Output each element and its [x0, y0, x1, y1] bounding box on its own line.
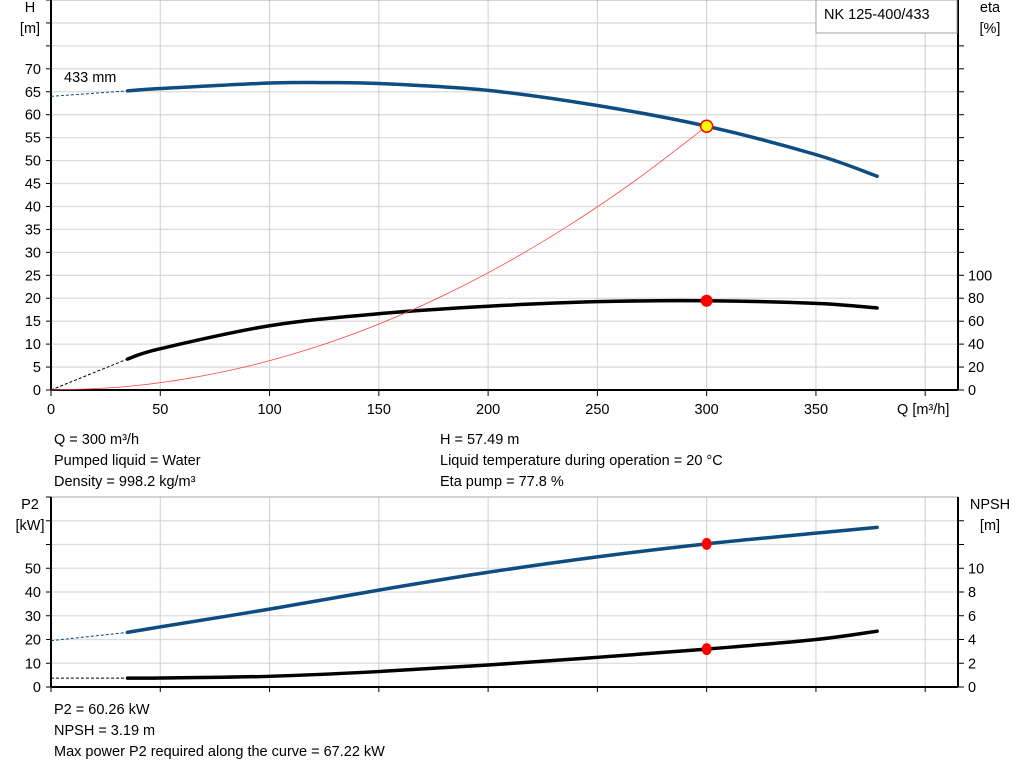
pumped-liquid: Pumped liquid = Water: [54, 453, 201, 469]
curve-eta-extrapolated: [50, 358, 128, 391]
curve-p2: [125, 525, 879, 635]
y2-tick-label: 4: [968, 633, 976, 649]
y2-tick-label: 0: [968, 383, 976, 399]
x-tick-label: 200: [476, 402, 500, 418]
head-value: H = 57.49 m: [440, 432, 520, 448]
y2-tick-label: 40: [968, 337, 984, 353]
performance-chart: 0 5 10 15 20 25 30 35 40 45 50 55 60 65 70 0 20 40 60 80 100…: [20, 0, 1001, 418]
y-tick-label: 5: [33, 360, 41, 376]
duty-point-marker: [699, 119, 714, 133]
y-tick-label: 20: [25, 633, 41, 649]
curve-system: [50, 125, 708, 391]
info-bottom: P2 = 60.26 kW NPSH = 3.19 m Max power P2…: [54, 700, 385, 763]
density-value: Density = 998.2 kg/m³: [54, 474, 196, 490]
y-tick-label: 30: [25, 245, 41, 261]
y-tick-label: 35: [25, 222, 41, 238]
curve-h: [125, 80, 879, 178]
y-axis-label: P2: [21, 497, 39, 513]
y-tick-label: 50: [25, 154, 41, 170]
y-tick-label: 15: [25, 314, 41, 330]
y2-axis-label: eta: [980, 0, 1001, 16]
impeller-diameter-label: 433 mm: [64, 70, 116, 86]
y-tick-label: 20: [25, 291, 41, 307]
info-left: Q = 300 m³/h Pumped liquid = Water Densi…: [54, 430, 201, 493]
pump-model-title: NK 125-400/433: [824, 7, 930, 23]
y2-tick-label: 10: [968, 561, 984, 577]
npsh-duty-point-marker: [701, 643, 712, 656]
y-axis-label: H: [25, 0, 35, 16]
y-tick-label: 60: [25, 108, 41, 124]
y2-tick-label: 80: [968, 291, 984, 307]
y-axis-unit: [kW]: [16, 518, 45, 534]
y2-tick-label: 60: [968, 314, 984, 330]
y2-tick-label: 8: [968, 585, 976, 601]
y-tick-label: 40: [25, 585, 41, 601]
y-tick-label: 55: [25, 131, 41, 147]
y-tick-label: 30: [25, 609, 41, 625]
max-p2-value: Max power P2 required along the curve = …: [54, 744, 385, 760]
y-tick-label: 0: [33, 383, 41, 399]
y-tick-label: 40: [25, 199, 41, 215]
y2-tick-label: 20: [968, 360, 984, 376]
pump-model-box: [815, 0, 958, 34]
y2-tick-label: 6: [968, 609, 976, 625]
curve-p2-extrapolated: [50, 631, 128, 642]
x-tick-label: 150: [367, 402, 391, 418]
y-tick-label: 65: [25, 85, 41, 101]
y2-tick-label: 0: [968, 680, 976, 696]
eta-duty-point-marker: [700, 294, 713, 307]
x-tick-label: 350: [804, 402, 828, 418]
curve-npsh: [125, 629, 879, 680]
y2-tick-label: 2: [968, 656, 976, 672]
y-tick-label: 10: [25, 337, 41, 353]
y-axis-unit: [m]: [20, 21, 40, 37]
x-tick-label: 0: [47, 402, 55, 418]
y-tick-label: 70: [25, 62, 41, 78]
npsh-value: NPSH = 3.19 m: [54, 723, 156, 739]
flow-value: Q = 300 m³/h: [54, 432, 140, 448]
x-tick-label: 100: [257, 402, 281, 418]
y2-axis-unit: [m]: [980, 518, 1000, 534]
p2-duty-point-marker: [701, 537, 712, 550]
curve-eta: [125, 298, 879, 361]
y2-axis-unit: [%]: [980, 21, 1001, 37]
y-tick-label: 10: [25, 656, 41, 672]
y-tick-label: 0: [33, 680, 41, 696]
x-tick-label: 50: [152, 402, 168, 418]
p2-value: P2 = 60.26 kW: [54, 702, 150, 718]
x-tick-label: 250: [585, 402, 609, 418]
x-tick-label: 300: [695, 402, 719, 418]
x-axis-label: Q [m³/h]: [897, 402, 949, 418]
curve-h-extrapolated: [50, 90, 128, 97]
y-tick-label: 45: [25, 177, 41, 193]
liquid-temperature: Liquid temperature during operation = 20…: [440, 453, 723, 469]
y2-tick-label: 100: [968, 268, 992, 284]
y-tick-label: 25: [25, 268, 41, 284]
y2-axis-label: NPSH: [970, 497, 1010, 513]
info-right: H = 57.49 m Liquid temperature during op…: [440, 430, 723, 493]
eta-value: Eta pump = 77.8 %: [440, 474, 564, 490]
y-tick-label: 50: [25, 561, 41, 577]
